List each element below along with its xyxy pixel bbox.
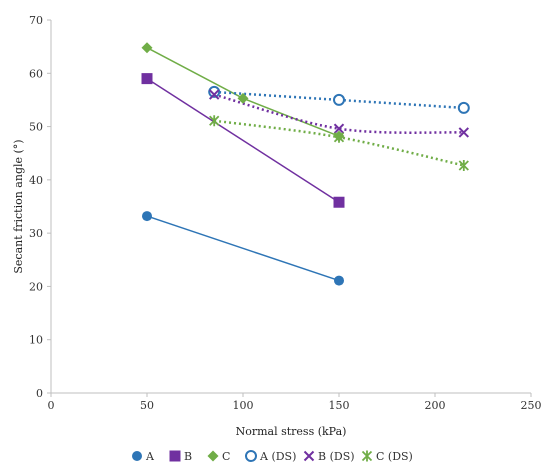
series-line-c [146, 47, 340, 137]
legend-marker-c-ds [361, 450, 373, 462]
data-point-b-ds [208, 89, 220, 100]
y-tick-label: 60 [29, 67, 43, 80]
legend-marker-b [169, 450, 181, 462]
x-tick-label: 200 [425, 399, 446, 412]
legend-label-b-ds: B (DS) [318, 450, 355, 463]
x-tick-label: 0 [48, 399, 55, 412]
axes: 0 10 20 30 40 50 60 70 0 50 100 150 200 250 [29, 14, 542, 412]
legend-marker-a-ds [245, 450, 257, 462]
legend-label-c: C [222, 450, 230, 463]
data-point-a [334, 275, 344, 286]
data-point-a [142, 211, 152, 222]
data-point-a-ds [333, 93, 345, 106]
legend-marker-b-ds [303, 450, 315, 462]
legend-marker-a [132, 451, 142, 461]
data-point-a-ds [208, 85, 221, 98]
series-lines [146, 47, 465, 282]
x-axis-title: Normal stress (kPa) [236, 425, 347, 438]
data-point-c-ds [209, 115, 220, 127]
x-tick-label: 50 [140, 399, 154, 412]
data-point-c-ds [458, 159, 469, 171]
x-tick-label: 100 [233, 399, 254, 412]
data-point-b-ds [333, 123, 345, 134]
legend-label-a-ds: A (DS) [259, 450, 296, 463]
legend-label-b: B [184, 450, 192, 463]
data-point-c-ds [333, 131, 345, 143]
y-axis-title: Secant friction angle (°) [12, 139, 25, 273]
legend-label-c-ds: C (DS) [376, 450, 413, 463]
y-tick-label: 70 [29, 14, 43, 27]
data-point-c [141, 42, 153, 54]
series-line-a [146, 215, 340, 282]
y-tick-label: 10 [29, 334, 43, 347]
legend: A B C A (DS) B (DS) C (DS) [132, 450, 413, 463]
series-line-b [146, 77, 340, 203]
x-tick-label: 150 [329, 399, 350, 412]
legend-marker-c [207, 450, 219, 462]
y-tick-label: 30 [29, 227, 43, 240]
y-tick-label: 50 [29, 121, 43, 134]
data-point-b [141, 73, 153, 85]
x-tick-label: 250 [521, 399, 542, 412]
y-tick-label: 40 [29, 174, 43, 187]
series-markers [141, 42, 470, 286]
data-point-b-ds [458, 127, 470, 138]
y-tick-label: 20 [29, 280, 43, 293]
data-point-c [237, 92, 249, 104]
legend-label-a: A [145, 450, 155, 463]
y-tick-label: 0 [36, 387, 43, 400]
data-point-b [333, 196, 345, 208]
data-point-a-ds [457, 101, 470, 114]
